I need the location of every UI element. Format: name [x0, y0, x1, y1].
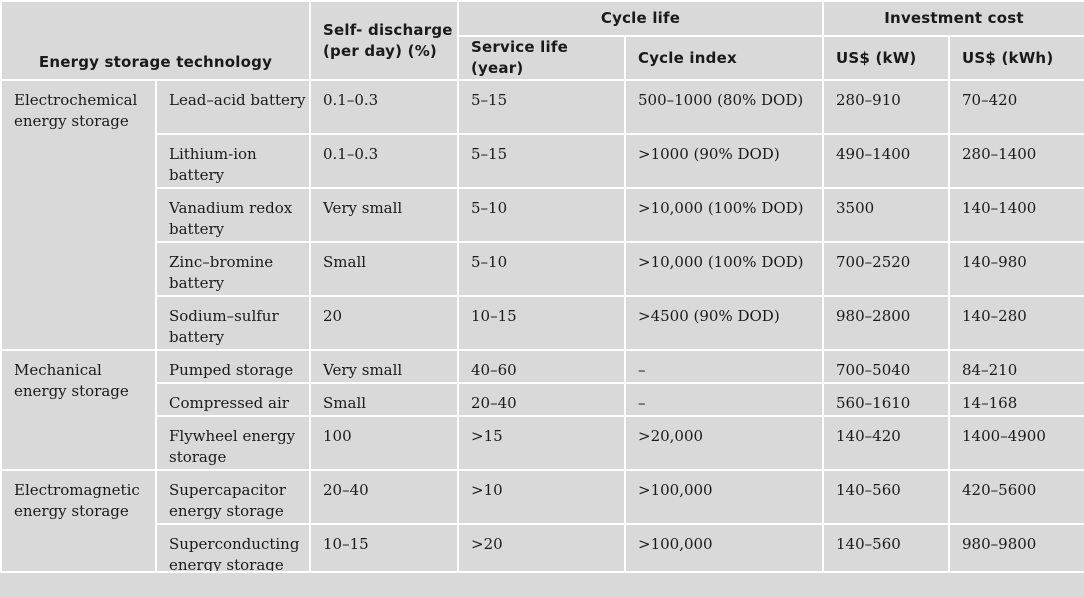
header-self-discharge: Self- discharge (per day) (%) [309, 0, 459, 81]
usd-kw-cell: 140–560 [822, 469, 951, 525]
usd-kw-cell: 980–2800 [822, 295, 951, 351]
table-row: Zinc–bromine battery Small 5–10 >10,000 … [1, 241, 1084, 297]
cycle-index-cell: >20,000 [623, 415, 825, 471]
usd-kw-cell: 3500 [822, 187, 951, 243]
service-life-cell: 20–40 [457, 382, 626, 417]
usd-kw-cell: 280–910 [822, 79, 951, 135]
header-technology: Energy storage technology [0, 0, 311, 81]
usd-kwh-cell: 70–420 [948, 79, 1084, 135]
usd-kwh-cell: 14–168 [948, 382, 1084, 417]
category-cell: Electrochemical energy storage [0, 79, 157, 351]
table-row: Vanadium redox battery Very small 5–10 >… [1, 187, 1084, 243]
header-usd-kwh: US$ (kWh) [948, 35, 1084, 81]
usd-kw-cell: 560–1610 [822, 382, 951, 417]
self-discharge-cell: Very small [309, 187, 459, 243]
self-discharge-cell: Very small [309, 349, 459, 384]
usd-kw-cell: 700–2520 [822, 241, 951, 297]
self-discharge-cell: 20–40 [309, 469, 459, 525]
service-life-cell: 10–15 [457, 295, 626, 351]
usd-kwh-cell: 140–1400 [948, 187, 1084, 243]
usd-kwh-cell: 140–280 [948, 295, 1084, 351]
technology-cell: Compressed air [155, 382, 311, 417]
cycle-index-cell: >100,000 [623, 469, 825, 525]
usd-kw-cell: 140–420 [822, 415, 951, 471]
technology-cell: Vanadium redox battery [155, 187, 311, 243]
cycle-index-cell: >4500 (90% DOD) [623, 295, 825, 351]
table-row: Superconducting energy storage 10–15 >20… [1, 523, 1084, 579]
cycle-index-cell: >10,000 (100% DOD) [623, 241, 825, 297]
cycle-index-cell: >1000 (90% DOD) [623, 133, 825, 189]
technology-cell: Flywheel energy storage [155, 415, 311, 471]
self-discharge-cell: Small [309, 241, 459, 297]
energy-storage-table: Energy storage technology Self- discharg… [0, 0, 1084, 579]
table-footer-band [0, 571, 1084, 597]
usd-kwh-cell: 84–210 [948, 349, 1084, 384]
self-discharge-cell: 10–15 [309, 523, 459, 579]
service-life-cell: 5–10 [457, 241, 626, 297]
usd-kw-cell: 140–560 [822, 523, 951, 579]
service-life-cell: >15 [457, 415, 626, 471]
usd-kwh-cell: 1400–4900 [948, 415, 1084, 471]
self-discharge-cell: Small [309, 382, 459, 417]
self-discharge-cell: 0.1–0.3 [309, 133, 459, 189]
header-investment-cost: Investment cost [822, 0, 1084, 37]
category-cell: Mechanical energy storage [0, 349, 157, 471]
technology-cell: Superconducting energy storage [155, 523, 311, 579]
category-cell: Electromagnetic energy storage [0, 469, 157, 579]
cycle-index-cell: >10,000 (100% DOD) [623, 187, 825, 243]
cycle-index-cell: – [623, 349, 825, 384]
header-service-life: Service life (year) [457, 35, 626, 81]
cycle-index-cell: >100,000 [623, 523, 825, 579]
usd-kw-cell: 700–5040 [822, 349, 951, 384]
service-life-cell: 5–15 [457, 79, 626, 135]
usd-kwh-cell: 420–5600 [948, 469, 1084, 525]
usd-kwh-cell: 980–9800 [948, 523, 1084, 579]
table-row: Lithium-ion battery 0.1–0.3 5–15 >1000 (… [1, 133, 1084, 189]
self-discharge-cell: 100 [309, 415, 459, 471]
usd-kwh-cell: 280–1400 [948, 133, 1084, 189]
header-usd-kw: US$ (kW) [822, 35, 951, 81]
service-life-cell: >10 [457, 469, 626, 525]
self-discharge-cell: 20 [309, 295, 459, 351]
service-life-cell: 40–60 [457, 349, 626, 384]
self-discharge-cell: 0.1–0.3 [309, 79, 459, 135]
service-life-cell: 5–10 [457, 187, 626, 243]
table-row: Electromagnetic energy storage Supercapa… [0, 469, 1084, 579]
cycle-index-cell: – [623, 382, 825, 417]
table-row: Compressed air Small 20–40 – 560–1610 14… [1, 382, 1084, 417]
service-life-cell: 5–15 [457, 133, 626, 189]
service-life-cell: >20 [457, 523, 626, 579]
technology-cell: Lead–acid battery [155, 79, 311, 135]
header-cycle-life: Cycle life [456, 0, 825, 37]
table-row: Electrochemical energy storage Lead–acid… [0, 79, 1084, 351]
table-row: Sodium–sulfur battery 20 10–15 >4500 (90… [1, 295, 1084, 351]
technology-cell: Pumped storage [155, 349, 311, 384]
usd-kw-cell: 490–1400 [822, 133, 951, 189]
technology-cell: Sodium–sulfur battery [155, 295, 311, 351]
header-cycle-index: Cycle index [623, 35, 825, 81]
technology-cell: Zinc–bromine battery [155, 241, 311, 297]
cycle-index-cell: 500–1000 (80% DOD) [623, 79, 825, 135]
usd-kwh-cell: 140–980 [948, 241, 1084, 297]
table-row: Flywheel energy storage 100 >15 >20,000 … [1, 415, 1084, 471]
technology-cell: Lithium-ion battery [155, 133, 311, 189]
table-row: Mechanical energy storage Pumped storage… [0, 349, 1084, 471]
technology-cell: Supercapacitor energy storage [155, 469, 311, 525]
